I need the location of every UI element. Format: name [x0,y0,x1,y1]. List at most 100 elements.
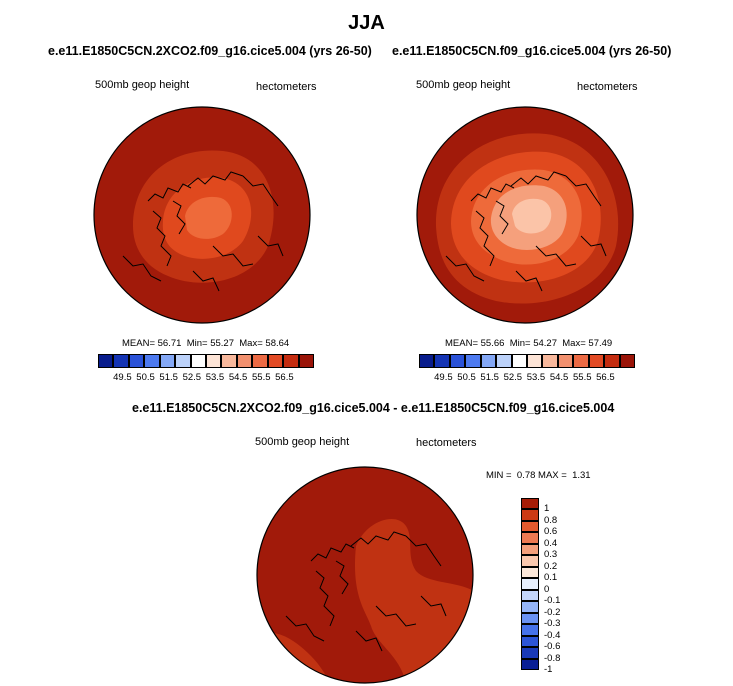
colorbar-swatch [521,566,539,579]
colorbar-tick-label: 0 [544,583,550,595]
panel-2-colorbar [419,354,635,368]
colorbar-swatch [521,509,539,521]
colorbar-tick-label: 51.5 [480,372,499,383]
colorbar-tick-label: 54.5 [228,372,248,383]
colorbar-swatch [434,354,450,368]
panel-2-colorbar-ticks: 49.5 50.5 51.5 52.5 53.5 54.5 55.5 56.5 [419,372,635,384]
colorbar-swatch [283,354,299,368]
colorbar-swatch [521,498,539,510]
colorbar-swatch [98,354,114,368]
panel-2-max: 57.49 [588,338,613,349]
colorbar-tick-label: 0.8 [544,514,558,526]
colorbar-tick-label: -0.4 [544,629,561,641]
panel-1-units-label: hectometers [256,81,317,93]
colorbar-tick-label: -1 [544,664,553,675]
colorbar-swatch [604,354,620,368]
colorbar-tick-label: 54.5 [549,372,569,383]
colorbar-tick-label: 49.5 [434,372,453,383]
colorbar-tick-label: 50.5 [136,372,155,383]
colorbar-swatch [521,647,539,659]
diff-coastlines [285,531,447,652]
colorbar-tick-label: 0.4 [544,537,558,549]
colorbar-swatch [588,354,605,368]
panel-2-units-label: hectometers [577,81,638,93]
colorbar-swatch [527,354,543,368]
diff-minmax: MIN = 0.78 MAX = 1.31 [486,470,591,481]
panel-1-stats: MEAN= 56.71 Min= 55.27 Max= 58.64 [122,338,290,349]
colorbar-swatch [113,354,129,368]
colorbar-swatch [298,354,314,368]
colorbar-tick-label: 0.3 [544,549,558,561]
colorbar-tick-label: 55.5 [573,372,592,383]
colorbar-tick-label: 56.5 [596,372,615,383]
colorbar-tick-label: 53.5 [205,372,225,383]
diff-max: 1.31 [572,470,591,481]
colorbar-tick-label: 55.5 [252,372,271,383]
colorbar-tick-label: 0.2 [544,560,558,572]
colorbar-swatch [128,354,145,368]
colorbar-tick-label: 50.5 [457,372,476,383]
panel-2-contour-core [512,198,552,234]
colorbar-swatch [206,354,222,368]
panel-2-stats: MEAN= 55.66 Min= 54.27 Max= 57.49 [445,338,613,349]
panel-1-max: 58.64 [265,338,290,349]
panel-2-mean: 55.66 [480,338,505,349]
colorbar-swatch [511,354,527,368]
colorbar-tick-label: 1 [544,503,550,515]
colorbar-tick-label: -0.1 [544,595,561,607]
panel-2-title: e.e11.E1850C5CN.f09_g16.cice5.004 (yrs 2… [392,44,672,58]
colorbar-swatch [175,354,191,368]
colorbar-swatch [573,354,589,368]
diff-colorbar [521,498,539,670]
colorbar-swatch [144,354,160,368]
colorbar-tick-label: 49.5 [113,372,132,383]
panel-1-variable-label: 500mb geop height [95,79,190,91]
diff-variable-label: 500mb geop height [255,436,350,448]
panel-1-polar-map [93,106,311,324]
colorbar-swatch [419,354,435,368]
panel-2-coastlines [445,171,607,292]
colorbar-swatch [521,578,539,590]
colorbar-swatch [521,520,539,533]
colorbar-swatch [159,354,176,368]
diff-title: e.e11.E1850C5CN.2XCO2.f09_g16.cice5.004 … [132,401,615,415]
panel-1-colorbar-ticks: 49.5 50.5 51.5 52.5 53.5 54.5 55.5 56.5 [98,372,314,384]
colorbar-tick-label: -0.2 [544,606,561,618]
colorbar-swatch [542,354,558,368]
diff-min: 0.78 [516,470,536,481]
diff-colorbar-ticks: 1 0.8 0.6 0.4 0.3 0.2 0.1 0 -0.1 -0.2 -0.3 -0.4 -0.6… [544,498,574,675]
colorbar-tick-label: 0.1 [544,572,558,584]
panel-2-polar-map [416,106,634,324]
colorbar-tick-label: 52.5 [503,372,523,383]
colorbar-swatch [236,354,253,368]
colorbar-tick-label: 52.5 [182,372,202,383]
colorbar-tick-label: -0.8 [544,652,561,664]
colorbar-swatch [521,624,539,636]
panel-1-mean: 56.71 [157,338,182,349]
colorbar-swatch [619,354,635,368]
colorbar-swatch [521,601,539,613]
panel-2-min: 54.27 [533,338,557,349]
colorbar-swatch [267,354,284,368]
colorbar-swatch [465,354,481,368]
diff-contour-region-1 [355,518,473,683]
colorbar-tick-label: 56.5 [275,372,294,383]
colorbar-swatch [190,354,206,368]
colorbar-tick-label: 53.5 [526,372,546,383]
colorbar-swatch [521,658,539,670]
colorbar-swatch [521,589,539,602]
panel-1-contour-core [185,196,232,239]
panel-1-min: 55.27 [210,338,234,349]
colorbar-swatch [521,555,539,567]
colorbar-swatch [252,354,268,368]
panel-2-variable-label: 500mb geop height [416,79,511,91]
colorbar-swatch [449,354,466,368]
colorbar-tick-label: -0.6 [544,641,561,653]
colorbar-swatch [521,532,539,544]
colorbar-swatch [480,354,497,368]
colorbar-tick-label: -0.3 [544,618,561,630]
colorbar-swatch [521,635,539,648]
colorbar-swatch [496,354,512,368]
colorbar-swatch [221,354,237,368]
colorbar-swatch [521,612,539,625]
